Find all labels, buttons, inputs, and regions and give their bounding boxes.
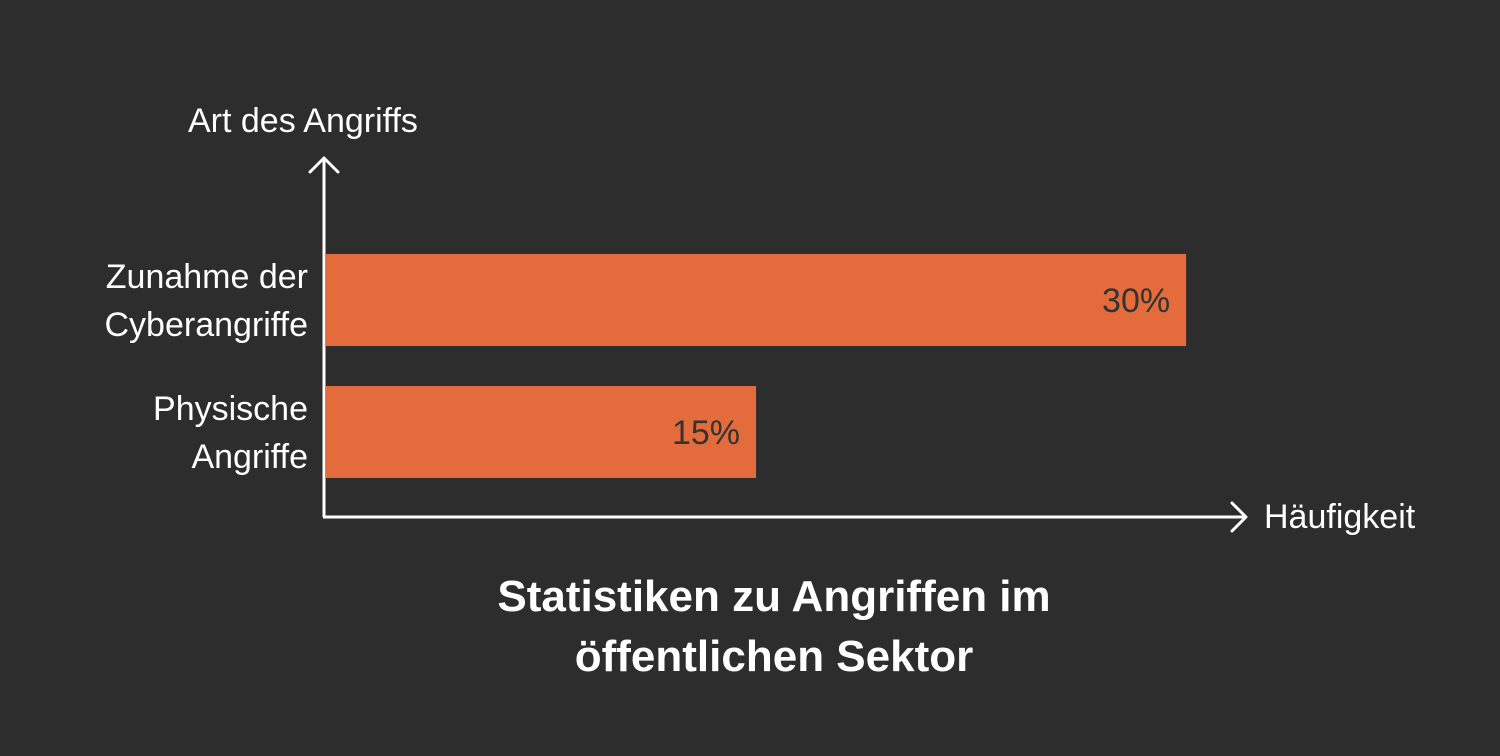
bar-value-label-2: 15% — [672, 414, 740, 452]
axes: Art des Angriffs Häufigkeit — [188, 102, 1416, 536]
chart-title: Statistiken zu Angriffen im öffentlichen… — [497, 572, 1050, 681]
category-label-1-line-2: Cyberangriffe — [105, 306, 309, 344]
category-label-2-line-2: Angriffe — [191, 438, 308, 476]
chart-title-line-1: Statistiken zu Angriffen im — [497, 572, 1050, 621]
category-label-2-line-1: Physische — [153, 390, 308, 428]
category-label-1-line-1: Zunahme der — [106, 258, 308, 296]
bar-2 — [326, 386, 757, 478]
bar-1 — [326, 254, 1187, 346]
y-axis-title: Art des Angriffs — [188, 102, 418, 140]
bars-group: 30% Zunahme der Cyberangriffe 15% Physische A… — [105, 254, 1187, 478]
bar-value-label-1: 30% — [1102, 282, 1170, 320]
x-axis-arrow-icon — [1230, 501, 1248, 533]
y-axis-arrow-icon — [308, 156, 340, 174]
x-axis-title: Häufigkeit — [1264, 498, 1416, 536]
chart-title-line-2: öffentlichen Sektor — [575, 632, 974, 681]
